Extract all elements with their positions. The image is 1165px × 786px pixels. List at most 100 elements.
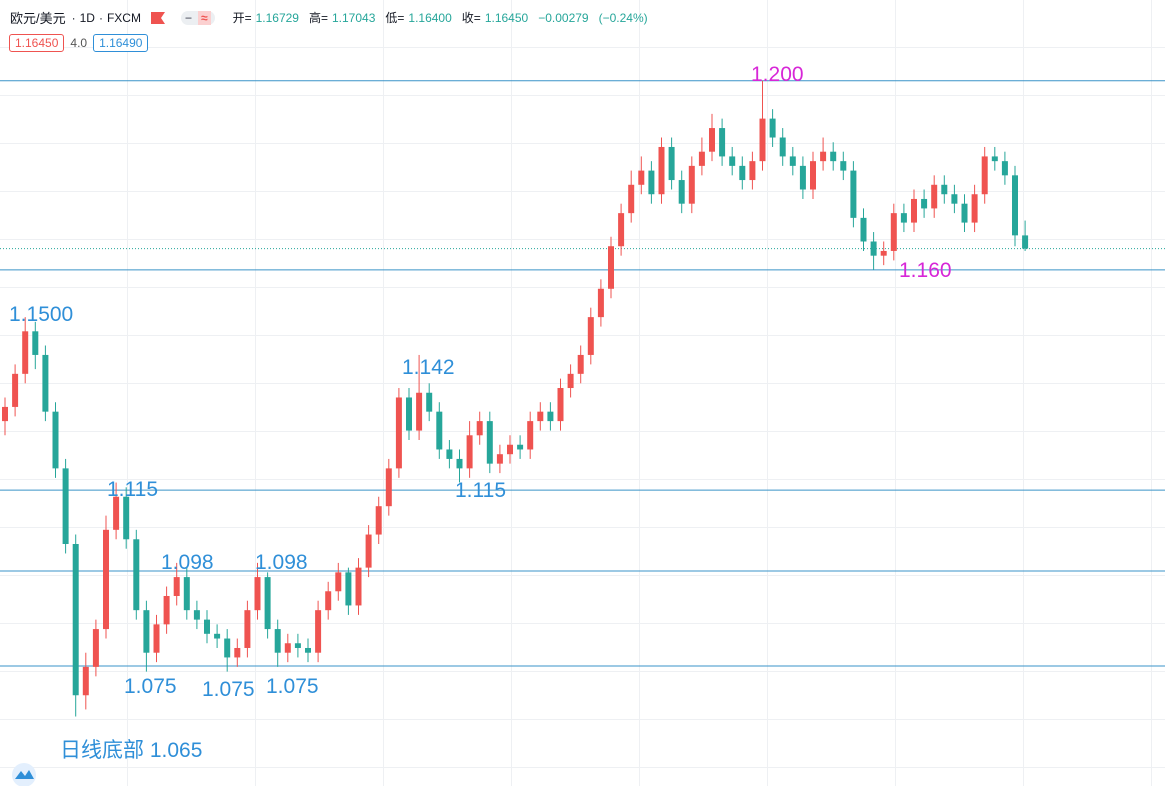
candle-body (406, 397, 412, 431)
candle-body (173, 577, 180, 596)
annotation: 1.098 (161, 551, 214, 574)
annotation: 1.1500 (9, 303, 73, 326)
candle-body (981, 156, 988, 195)
candle-body (375, 506, 382, 535)
candle-body (688, 165, 695, 204)
quote-badges: 1.16450 4.0 1.16490 (9, 34, 149, 52)
low-value: 1.16400 (408, 10, 452, 25)
candle-body (850, 170, 857, 218)
candle-body (729, 156, 736, 166)
candle-body (254, 577, 261, 611)
candle-body (426, 392, 433, 412)
logo (12, 763, 36, 786)
annotation: 日线底部 1.065 (60, 739, 202, 762)
candle-body (951, 194, 958, 204)
candle-body (931, 184, 938, 209)
candle-body (385, 468, 392, 507)
candle-body (527, 421, 534, 450)
ask[interactable]: 1.16490 (93, 34, 149, 52)
candle-body (72, 544, 79, 696)
candle-body (42, 354, 49, 412)
candle-body (214, 633, 221, 639)
candle-body (2, 406, 8, 422)
candle-body (62, 468, 69, 544)
candle-body (355, 567, 362, 606)
annotation: 1.115 (107, 478, 158, 501)
candle-body (567, 373, 574, 389)
candle-body (900, 213, 907, 223)
candle-body (698, 151, 705, 166)
candle-body (486, 421, 493, 464)
candle-body (52, 411, 59, 469)
candle-body (941, 184, 948, 195)
candle-body (153, 624, 160, 653)
candle-body (143, 610, 150, 653)
open-label: 开= (232, 11, 252, 25)
annotations: 1.1500 1.115 1.098 1.098 1.075 1.075 1.0… (9, 63, 952, 762)
candle-body (92, 629, 99, 667)
open-value: 1.16729 (255, 10, 299, 25)
candle-body (496, 454, 503, 464)
candle-body (739, 165, 746, 181)
bid[interactable]: 1.16450 (9, 34, 65, 52)
candle-body (22, 331, 29, 374)
levels (0, 80, 1165, 667)
candles (2, 80, 1029, 717)
annotation: 1.075 (124, 675, 177, 698)
toggle[interactable]: − ≈ (180, 10, 215, 25)
candle-body (628, 184, 635, 214)
candle-body (1012, 175, 1018, 236)
header: 欧元/美元 · 1D · FXCM − ≈ 开= 1.16729 高= 1.17043 低… (10, 8, 654, 27)
candle-body (810, 161, 816, 190)
candle-body (648, 170, 655, 195)
annotation: 1.075 (202, 678, 255, 701)
annotation: 1.115 (455, 479, 506, 502)
change-pct: (−0.24%) (598, 10, 648, 25)
candle-body (416, 392, 423, 431)
candle-body (961, 203, 968, 223)
source: FXCM (106, 10, 141, 25)
candle-body (870, 241, 877, 256)
change: −0.00279 (538, 10, 589, 25)
candle-body (971, 194, 978, 223)
close-value: 1.16450 (484, 10, 529, 25)
candle-body (456, 458, 463, 469)
candle-body (880, 250, 887, 256)
candle-body (193, 610, 200, 620)
candle-body (830, 151, 837, 162)
candle-body (264, 577, 271, 630)
candle-body (678, 180, 685, 204)
candle-body (517, 444, 524, 450)
candle-body (345, 572, 352, 606)
candle-body (395, 397, 402, 469)
annotation: 1.142 (402, 356, 455, 379)
candle-body (234, 647, 241, 658)
candle-body (618, 213, 625, 247)
candle-body (204, 619, 210, 634)
candle-body (224, 638, 231, 658)
low-label: 低= (385, 11, 405, 25)
candle-body (759, 118, 766, 162)
candle-body (789, 156, 796, 166)
candle-body (709, 128, 715, 152)
candle-body (608, 246, 614, 289)
candle-body (638, 170, 645, 185)
candle-body (911, 198, 917, 223)
candle-body (335, 572, 342, 592)
candle-body (921, 198, 928, 209)
candle-body (113, 496, 120, 530)
candle-body (284, 643, 291, 653)
candle-body (12, 373, 19, 407)
candle-body (133, 539, 140, 611)
candle-body (587, 317, 594, 355)
spread: 4.0 (70, 36, 88, 50)
candle-body (1001, 161, 1008, 176)
symbol: 欧元/美元 (10, 11, 66, 26)
candle-body (305, 647, 311, 653)
candle-body (820, 151, 827, 162)
candle-body (365, 534, 372, 568)
candle-body (244, 610, 251, 648)
candle-body (294, 643, 301, 648)
candle-body (82, 666, 89, 696)
candle-body (123, 496, 130, 540)
